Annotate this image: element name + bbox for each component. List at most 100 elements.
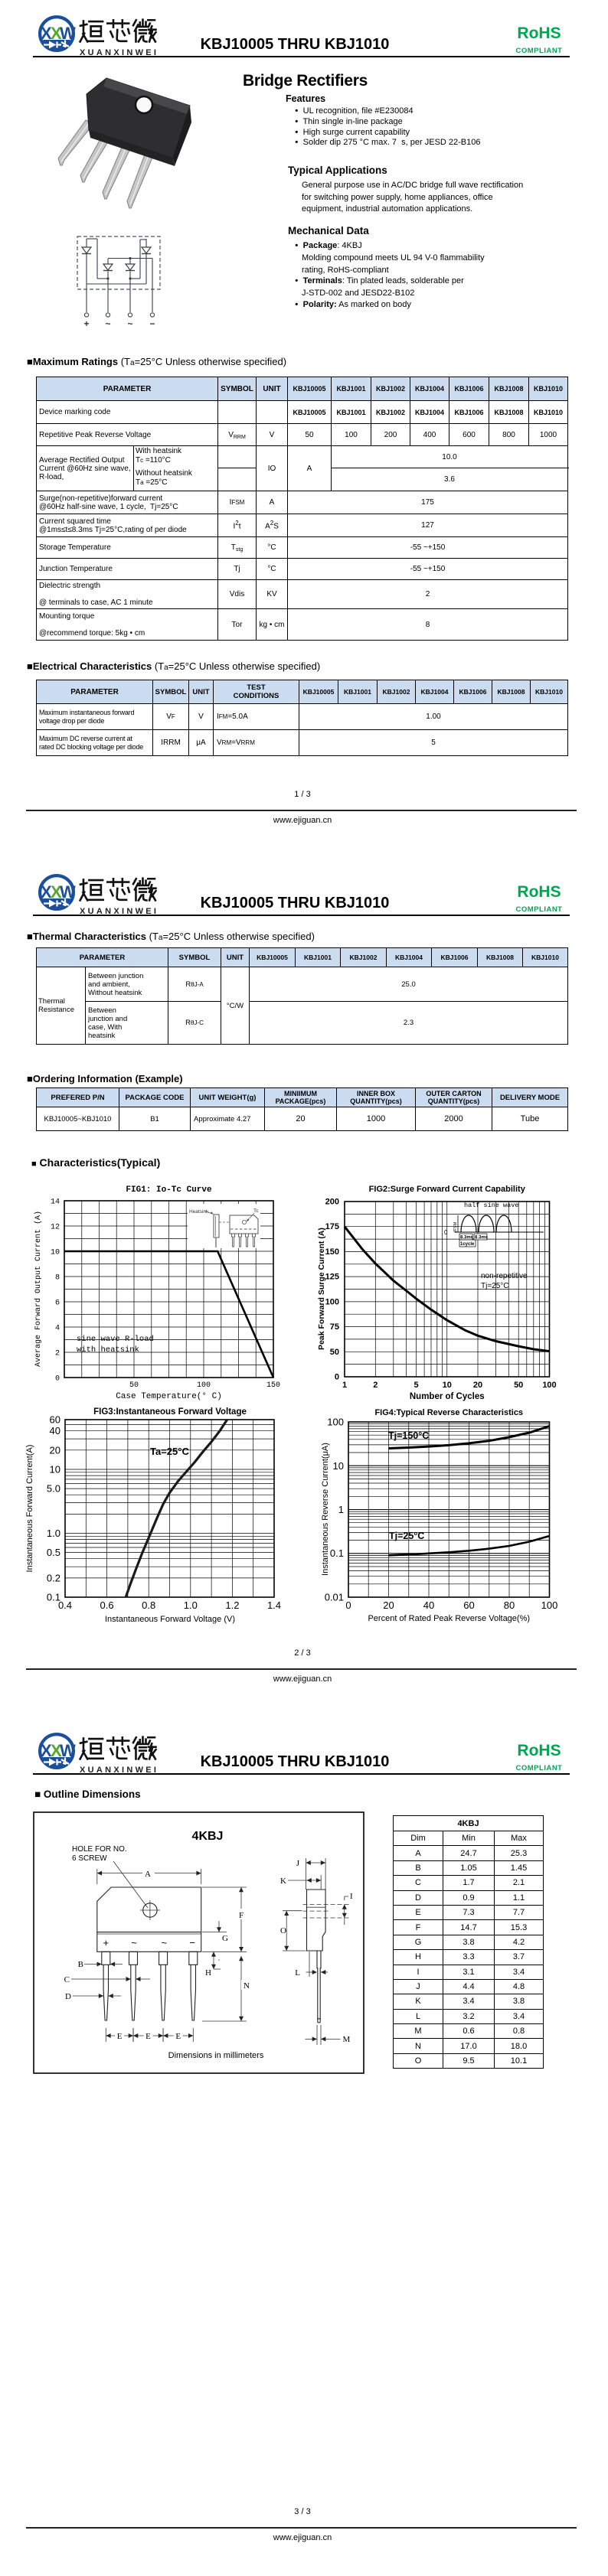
svg-text:4: 4 bbox=[55, 1325, 60, 1333]
svg-text:0.1: 0.1 bbox=[47, 1592, 60, 1603]
svg-text:40: 40 bbox=[50, 1425, 60, 1436]
svg-text:Tj=25°C: Tj=25°C bbox=[481, 1282, 509, 1290]
svg-text:C: C bbox=[64, 1975, 70, 1984]
svg-text:1: 1 bbox=[338, 1504, 344, 1515]
svg-text:20: 20 bbox=[383, 1599, 394, 1611]
svg-text:200: 200 bbox=[325, 1198, 339, 1207]
svg-text:Instantaneous Reverse Current(: Instantaneous Reverse Current(μA) bbox=[321, 1443, 330, 1576]
svg-text:1.2: 1.2 bbox=[225, 1599, 239, 1611]
svg-text:8.3ms: 8.3ms bbox=[460, 1236, 474, 1241]
svg-text:0.8: 0.8 bbox=[142, 1599, 155, 1611]
svg-text:W: W bbox=[60, 24, 76, 43]
svg-text:0.4: 0.4 bbox=[58, 1599, 72, 1611]
svg-text:IFSM: IFSM bbox=[453, 1221, 458, 1232]
svg-text:0: 0 bbox=[345, 1599, 351, 1611]
svg-text:20: 20 bbox=[50, 1444, 60, 1456]
svg-text:0: 0 bbox=[444, 1229, 448, 1236]
svg-text:0.2: 0.2 bbox=[47, 1572, 60, 1583]
svg-text:Ta=25°C: Ta=25°C bbox=[150, 1446, 189, 1457]
svg-text:X: X bbox=[51, 882, 62, 902]
svg-text:100: 100 bbox=[325, 1297, 339, 1306]
svg-text:D: D bbox=[65, 1992, 71, 2001]
svg-text:150: 150 bbox=[266, 1381, 280, 1390]
svg-text:E: E bbox=[145, 2032, 151, 2041]
svg-text:Percent of Rated Peak Reverse: Percent of Rated Peak Reverse Voltage(%) bbox=[368, 1614, 530, 1623]
svg-text:1: 1 bbox=[342, 1381, 347, 1390]
svg-text:J: J bbox=[296, 1859, 300, 1868]
svg-text:125: 125 bbox=[325, 1273, 339, 1282]
svg-text:12: 12 bbox=[51, 1224, 60, 1232]
svg-text:FIG3:Instantaneous Forward Vol: FIG3:Instantaneous Forward Voltage bbox=[93, 1407, 247, 1417]
svg-text:sine wave R-load: sine wave R-load bbox=[77, 1335, 154, 1344]
svg-text:5.0: 5.0 bbox=[47, 1483, 60, 1495]
svg-text:I: I bbox=[350, 1892, 353, 1901]
svg-text:B: B bbox=[78, 1960, 83, 1969]
svg-text:E: E bbox=[175, 2032, 181, 2041]
svg-text:Tc: Tc bbox=[253, 1208, 259, 1214]
svg-text:0.5: 0.5 bbox=[47, 1547, 60, 1558]
svg-text:FIG4:Typical Reverse Character: FIG4:Typical Reverse Characteristics bbox=[374, 1408, 523, 1417]
svg-text:N: N bbox=[244, 1981, 250, 1991]
svg-text:E: E bbox=[117, 2032, 123, 2041]
svg-text:80: 80 bbox=[504, 1599, 515, 1611]
svg-text:10: 10 bbox=[333, 1460, 344, 1472]
svg-text:Dimensions in millimeters: Dimensions in millimeters bbox=[168, 2051, 264, 2060]
svg-text:H: H bbox=[205, 1968, 211, 1978]
svg-text:0.01: 0.01 bbox=[325, 1592, 344, 1603]
svg-text:40: 40 bbox=[423, 1599, 434, 1611]
svg-text:8: 8 bbox=[55, 1274, 60, 1283]
svg-text:L: L bbox=[295, 1968, 300, 1978]
svg-text:0.1: 0.1 bbox=[330, 1547, 344, 1559]
svg-text:A: A bbox=[145, 1870, 151, 1879]
svg-text:~: ~ bbox=[131, 1937, 137, 1948]
svg-text:O: O bbox=[280, 1926, 286, 1935]
svg-text:FIG2:Surge Forward Current Cap: FIG2:Surge Forward Current Capability bbox=[369, 1185, 526, 1194]
svg-text:100: 100 bbox=[542, 1381, 556, 1390]
svg-text:0: 0 bbox=[55, 1375, 60, 1384]
svg-text:75: 75 bbox=[330, 1322, 339, 1332]
svg-text:G: G bbox=[222, 1934, 228, 1943]
svg-text:M: M bbox=[343, 2035, 351, 2044]
svg-text:−: − bbox=[189, 1937, 195, 1948]
svg-text:HOLE FOR NO.: HOLE FOR NO. bbox=[72, 1845, 127, 1854]
svg-text:50: 50 bbox=[129, 1381, 139, 1390]
svg-text:non-repetitive: non-repetitive bbox=[481, 1272, 528, 1280]
svg-text:8.3ms: 8.3ms bbox=[475, 1236, 489, 1241]
svg-text:X: X bbox=[41, 24, 52, 43]
svg-text:6 SCREW: 6 SCREW bbox=[72, 1854, 107, 1863]
svg-text:10: 10 bbox=[51, 1249, 60, 1257]
svg-text:2: 2 bbox=[55, 1350, 60, 1358]
svg-text:100: 100 bbox=[197, 1381, 211, 1390]
svg-text:X: X bbox=[41, 1741, 52, 1760]
svg-text:K: K bbox=[280, 1877, 286, 1886]
svg-text:50: 50 bbox=[330, 1348, 339, 1357]
svg-text:Number of Cycles: Number of Cycles bbox=[410, 1392, 485, 1401]
svg-text:Average Forward Output Current: Average Forward Output Current (A) bbox=[34, 1211, 43, 1367]
svg-text:20: 20 bbox=[473, 1381, 482, 1390]
svg-text:half sine wave: half sine wave bbox=[464, 1202, 518, 1209]
svg-text:Instantaneous Forward Current(: Instantaneous Forward Current(A) bbox=[25, 1445, 34, 1573]
svg-text:1.0: 1.0 bbox=[47, 1528, 60, 1539]
svg-text:W: W bbox=[60, 1741, 76, 1760]
svg-text:Case Temperature(° C): Case Temperature(° C) bbox=[116, 1392, 222, 1401]
svg-text:1.0: 1.0 bbox=[184, 1599, 198, 1611]
svg-text:60: 60 bbox=[463, 1599, 474, 1611]
svg-text:5: 5 bbox=[414, 1381, 418, 1390]
svg-text:60: 60 bbox=[50, 1414, 60, 1426]
svg-text:Peak Forward Surge Current (A): Peak Forward Surge Current (A) bbox=[317, 1228, 326, 1350]
svg-text:1cycle: 1cycle bbox=[460, 1242, 475, 1247]
svg-text:150: 150 bbox=[325, 1247, 339, 1257]
svg-text:Tj=150°C: Tj=150°C bbox=[388, 1430, 429, 1441]
svg-text:0: 0 bbox=[335, 1373, 339, 1382]
svg-text:with heatsink: with heatsink bbox=[77, 1345, 139, 1355]
svg-text:+: + bbox=[103, 1937, 110, 1948]
svg-text:50: 50 bbox=[514, 1381, 523, 1390]
svg-text:F: F bbox=[239, 1911, 244, 1920]
svg-text:Heatsink: Heatsink bbox=[189, 1209, 209, 1215]
svg-text:2: 2 bbox=[373, 1381, 378, 1390]
svg-text:14: 14 bbox=[51, 1198, 60, 1207]
svg-text:X: X bbox=[41, 882, 52, 902]
svg-text:~: ~ bbox=[162, 1937, 168, 1948]
svg-text:100: 100 bbox=[327, 1417, 344, 1428]
svg-text:10: 10 bbox=[50, 1464, 60, 1475]
